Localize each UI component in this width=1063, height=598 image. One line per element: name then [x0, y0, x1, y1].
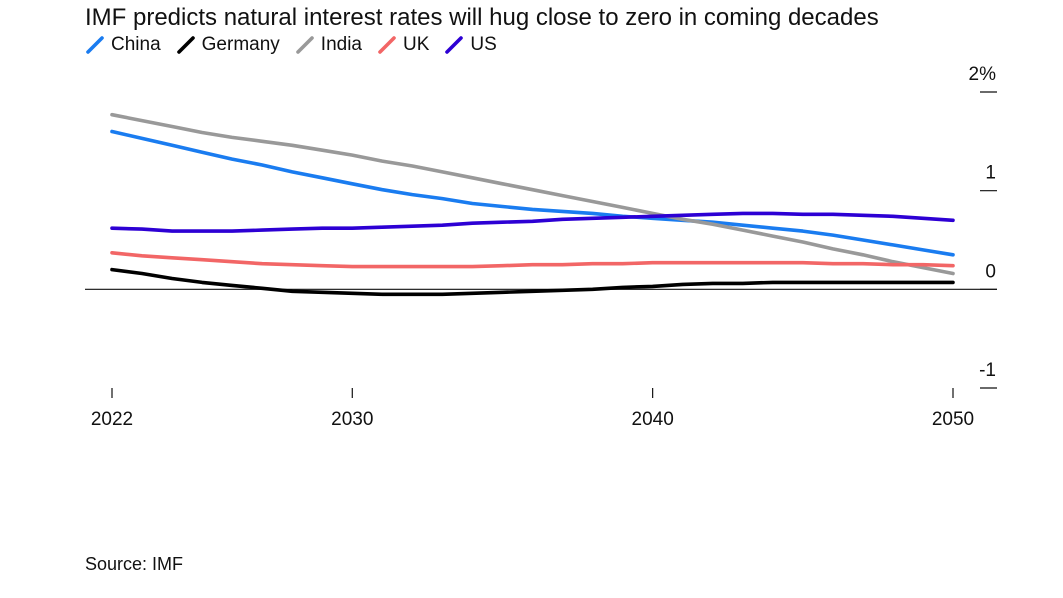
y-tick-label: 1	[985, 163, 996, 184]
x-tick-label: 2050	[932, 409, 974, 430]
legend-swatch-icon	[377, 35, 399, 55]
legend-item-uk: UK	[377, 34, 429, 56]
series-line-us	[110, 211, 955, 233]
series-line-uk	[110, 251, 955, 269]
y-tick-label: 2%	[969, 64, 997, 85]
legend-item-india: India	[295, 34, 362, 56]
y-tick-label: 0	[985, 261, 996, 282]
legend-label: UK	[403, 34, 430, 55]
series-line-india	[110, 112, 955, 276]
x-tick-label: 2022	[91, 409, 133, 430]
series-line-germany	[110, 267, 955, 297]
legend-label: China	[111, 34, 161, 55]
series-line-china	[110, 129, 955, 257]
x-axis: 2022 2030 2040 2050	[91, 388, 974, 430]
y-tick-label: -1	[979, 360, 996, 381]
x-tick-label: 2030	[331, 409, 373, 430]
legend-label: US	[470, 34, 497, 55]
legend-item-germany: Germany	[176, 34, 280, 56]
legend-label: India	[320, 34, 362, 55]
legend-swatch-icon	[85, 35, 107, 55]
y-axis: 2% 1 0 -1	[969, 64, 997, 389]
source-note: Source: IMF	[85, 554, 184, 574]
legend-label: Germany	[201, 34, 280, 55]
legend-swatch-icon	[444, 35, 466, 55]
chart-title: IMF predicts natural interest rates will…	[85, 4, 879, 31]
legend-swatch-icon	[295, 35, 317, 55]
legend-item-china: China	[85, 34, 161, 56]
series-lines	[110, 112, 955, 297]
legend-item-us: US	[444, 34, 497, 56]
x-tick-label: 2040	[632, 409, 674, 430]
legend: China Germany India UK US	[85, 33, 512, 57]
legend-swatch-icon	[176, 35, 198, 55]
